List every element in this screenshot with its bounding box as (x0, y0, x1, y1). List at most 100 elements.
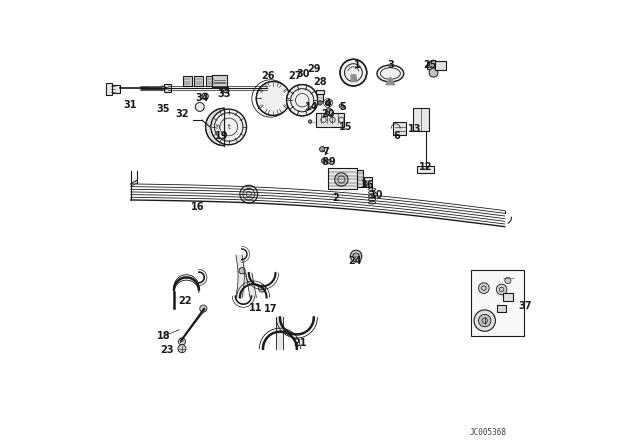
Bar (394, 121, 406, 135)
Text: 15: 15 (339, 122, 352, 132)
Circle shape (479, 283, 489, 293)
Bar (497, 305, 506, 312)
Bar (221, 87, 228, 92)
Bar (427, 62, 440, 69)
Text: 29: 29 (307, 64, 321, 74)
Polygon shape (205, 108, 224, 146)
Circle shape (350, 250, 362, 262)
Bar (316, 90, 324, 94)
Circle shape (335, 173, 348, 186)
Circle shape (318, 101, 322, 105)
Bar (435, 61, 446, 70)
Text: 24: 24 (348, 255, 362, 266)
Ellipse shape (377, 65, 404, 82)
Text: 36: 36 (360, 180, 374, 190)
Circle shape (429, 68, 438, 77)
Text: 34: 34 (195, 94, 209, 103)
Circle shape (287, 85, 318, 116)
Circle shape (321, 159, 326, 163)
Circle shape (505, 277, 511, 284)
Text: 21: 21 (294, 338, 307, 348)
Bar (472, 270, 524, 336)
Text: 18: 18 (156, 331, 170, 341)
Circle shape (211, 109, 246, 145)
Circle shape (429, 60, 438, 68)
Circle shape (259, 285, 266, 292)
Circle shape (474, 310, 495, 332)
Text: 23: 23 (161, 345, 174, 354)
Bar (195, 76, 204, 86)
Circle shape (200, 305, 207, 312)
Text: 7: 7 (323, 147, 329, 157)
Circle shape (178, 345, 186, 353)
Circle shape (325, 100, 331, 106)
Bar (212, 75, 227, 87)
Circle shape (308, 120, 312, 123)
Text: f: f (261, 286, 263, 291)
Text: 3: 3 (388, 60, 395, 69)
Circle shape (319, 146, 325, 152)
Bar (317, 95, 323, 101)
Circle shape (195, 103, 204, 112)
Text: 37: 37 (518, 302, 532, 311)
Text: 35: 35 (157, 104, 170, 114)
Bar (504, 293, 513, 302)
Circle shape (496, 284, 507, 295)
Bar (328, 168, 357, 189)
Text: 11: 11 (249, 303, 262, 313)
Text: 32: 32 (175, 108, 189, 119)
Text: JC005368: JC005368 (470, 428, 507, 437)
Circle shape (339, 104, 344, 108)
Bar (356, 170, 363, 188)
Bar (316, 113, 342, 124)
Circle shape (479, 314, 491, 327)
Polygon shape (386, 77, 395, 85)
Text: 1: 1 (353, 60, 360, 69)
Circle shape (257, 82, 290, 116)
Circle shape (340, 59, 367, 86)
Text: 8: 8 (321, 157, 328, 167)
Circle shape (257, 82, 290, 116)
Bar (417, 166, 434, 173)
Text: 2: 2 (332, 193, 339, 203)
Bar (364, 177, 372, 188)
Text: 6: 6 (393, 131, 400, 141)
Text: 5: 5 (339, 102, 346, 112)
Text: 27: 27 (288, 71, 302, 81)
Text: 25: 25 (424, 60, 437, 69)
Text: 16: 16 (191, 202, 204, 212)
Circle shape (239, 267, 245, 274)
Bar (183, 76, 192, 86)
Circle shape (326, 159, 331, 164)
Bar (207, 76, 216, 86)
Bar (110, 85, 120, 93)
Bar (258, 96, 276, 108)
Circle shape (240, 185, 258, 203)
Bar (289, 98, 305, 109)
Text: 20: 20 (321, 108, 334, 119)
Text: 14: 14 (305, 102, 319, 112)
Text: 26: 26 (262, 71, 275, 81)
Circle shape (179, 338, 186, 345)
Text: 22: 22 (179, 296, 192, 306)
Text: h: h (215, 124, 220, 130)
Text: 4: 4 (324, 99, 332, 109)
Text: 31: 31 (124, 100, 137, 110)
Text: 17: 17 (264, 304, 278, 314)
Text: 33: 33 (217, 89, 230, 99)
Text: 12: 12 (419, 162, 432, 172)
Text: 10: 10 (370, 190, 384, 200)
Polygon shape (351, 75, 357, 82)
Text: 13: 13 (408, 124, 422, 134)
Bar (316, 113, 344, 127)
Text: 30: 30 (296, 69, 310, 78)
Bar (413, 108, 429, 130)
Circle shape (325, 108, 332, 116)
Text: 9: 9 (329, 157, 335, 167)
Text: 28: 28 (313, 78, 327, 87)
Text: 19: 19 (215, 131, 229, 141)
Text: t: t (227, 124, 230, 130)
Bar (164, 84, 172, 92)
Bar (106, 83, 111, 95)
Circle shape (287, 85, 318, 116)
